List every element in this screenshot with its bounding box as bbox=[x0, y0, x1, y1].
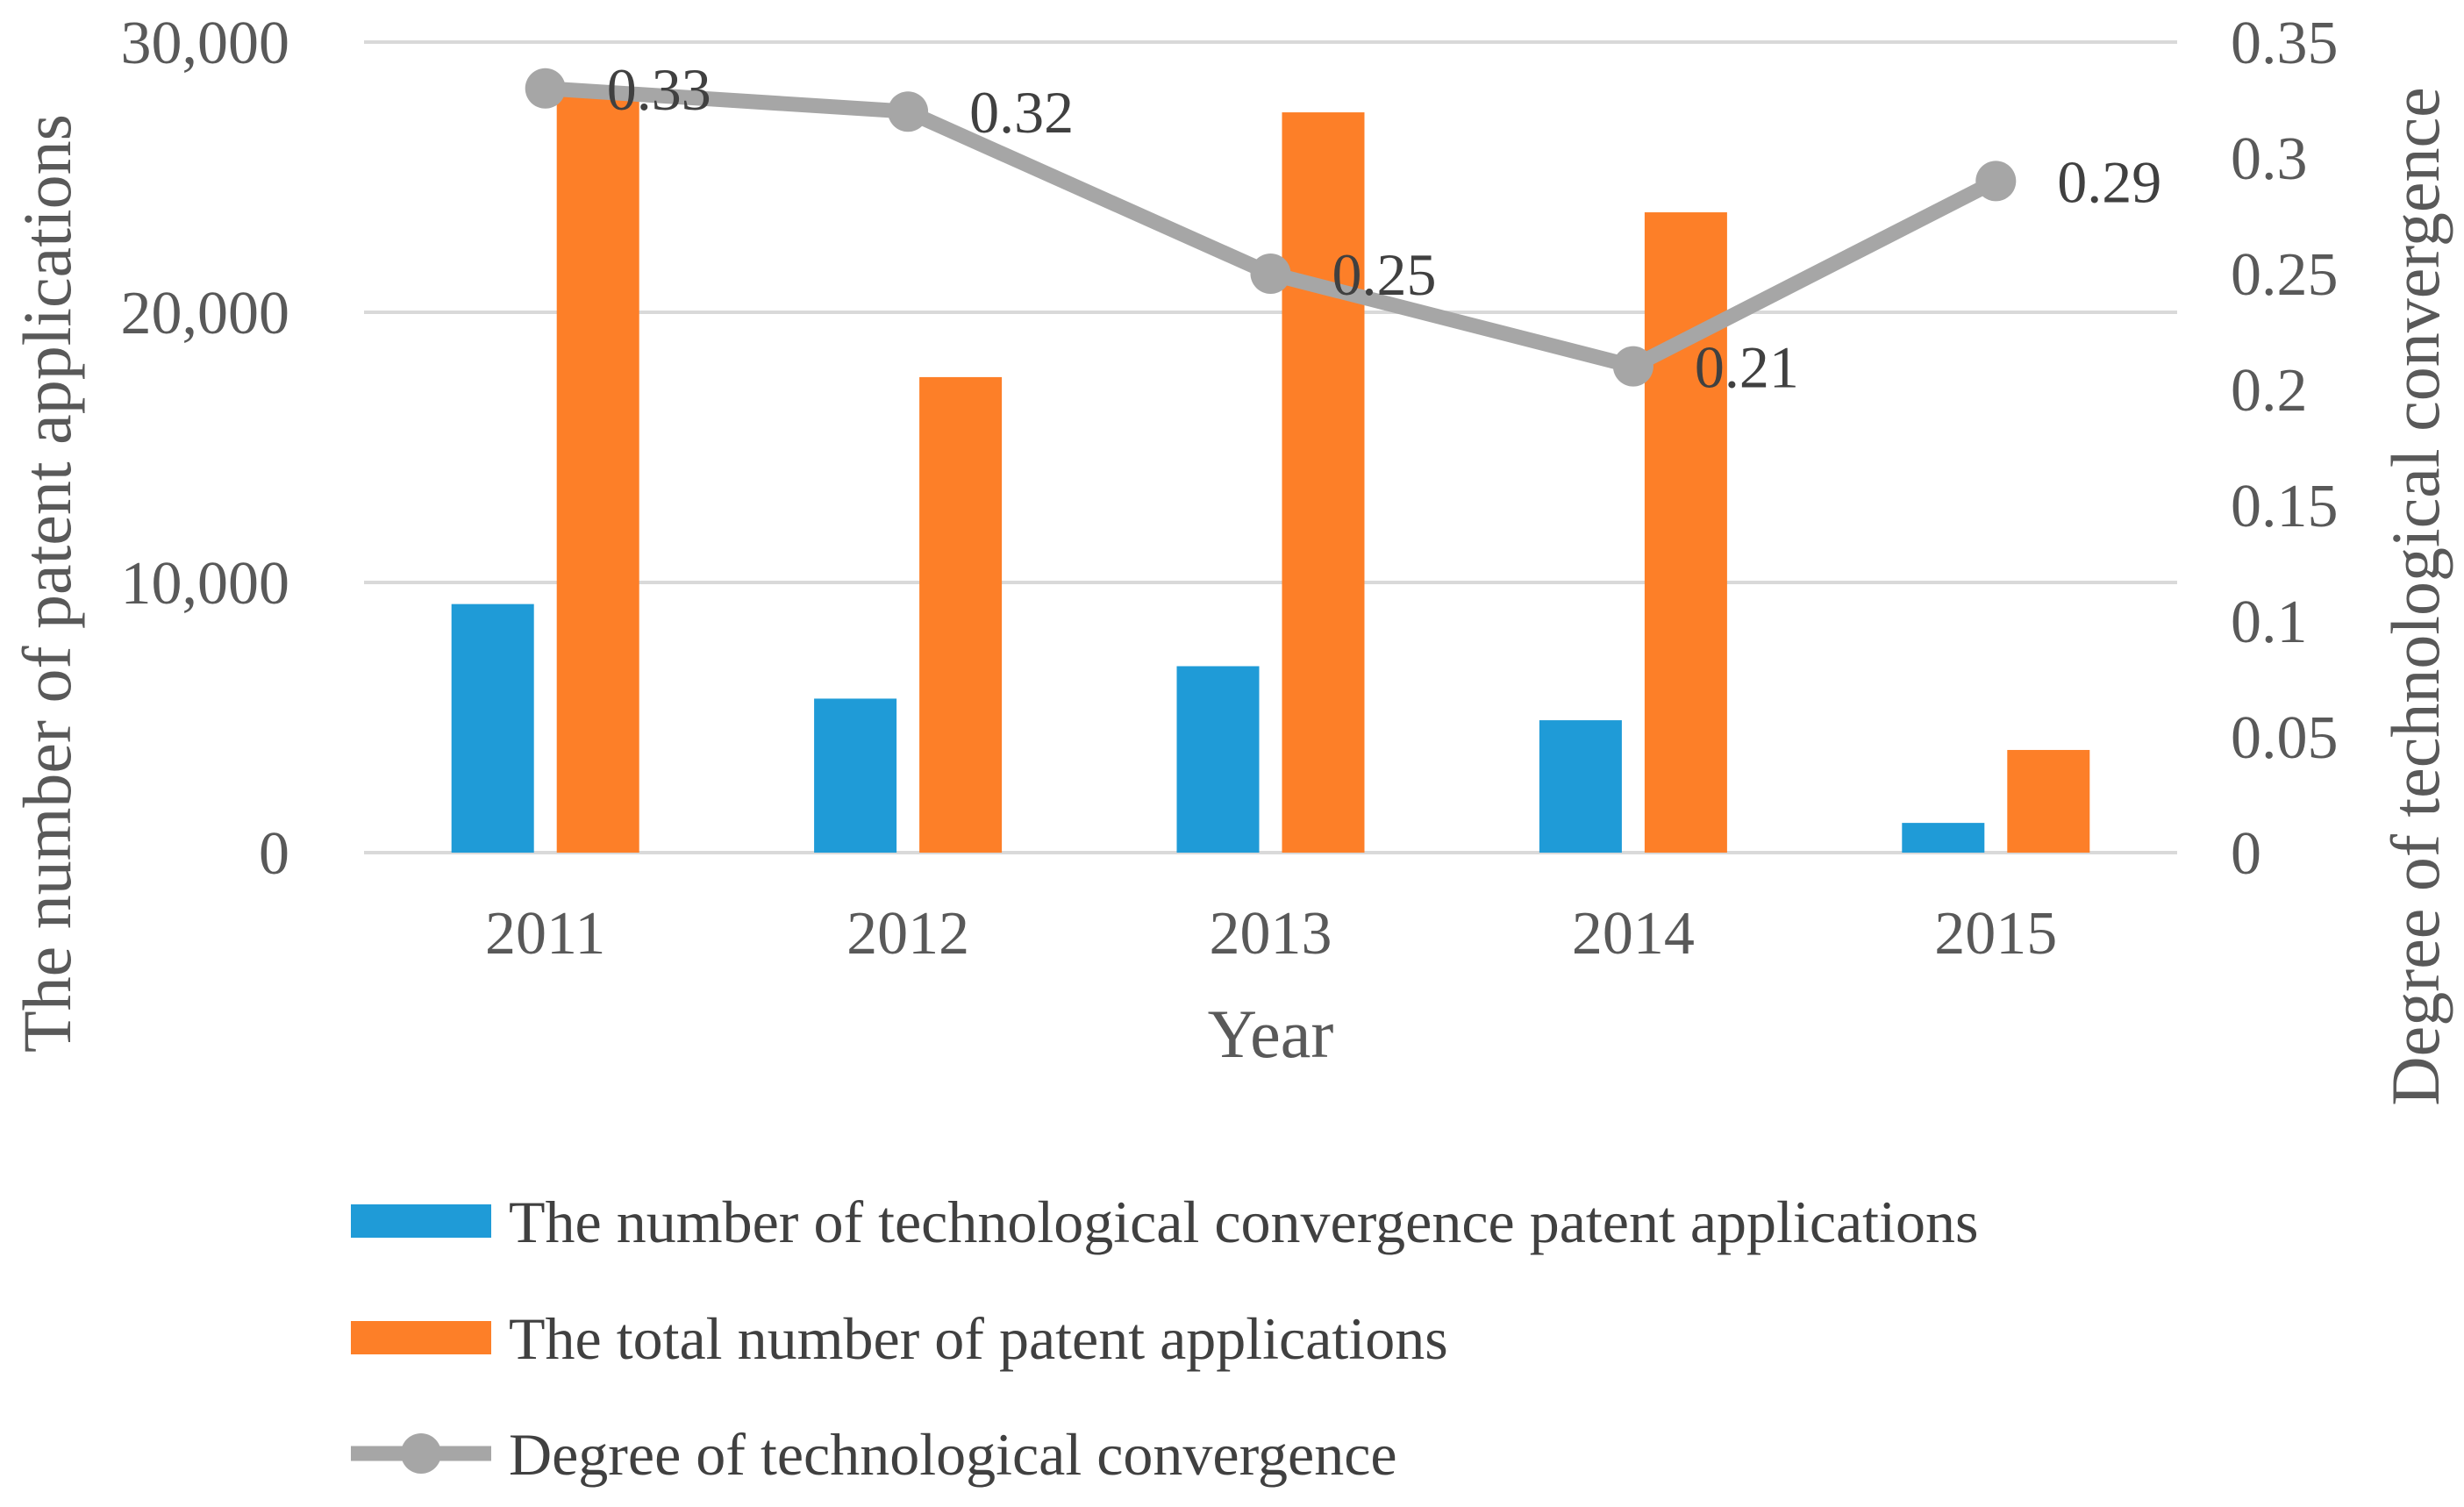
data-label: 0.21 bbox=[1695, 334, 1799, 401]
legend-label-1: The total number of patent applications bbox=[509, 1305, 1448, 1372]
legend-label-2: Degree of technological convergence bbox=[509, 1421, 1397, 1488]
bar-total-2013 bbox=[1282, 112, 1365, 853]
y2-tick-label: 0.15 bbox=[2231, 473, 2339, 540]
data-label: 0.25 bbox=[1332, 241, 1437, 308]
bar-convergence-2011 bbox=[451, 604, 534, 853]
gridlines bbox=[364, 40, 2177, 854]
y2-tick-label: 0.2 bbox=[2231, 357, 2308, 425]
legend: The number of technological convergence … bbox=[351, 1189, 1978, 1488]
x-axis-title: Year bbox=[1208, 996, 1334, 1072]
line-point-2013 bbox=[1250, 254, 1291, 294]
convergence-line bbox=[538, 81, 2003, 375]
x-tick-label: 2011 bbox=[485, 900, 605, 968]
data-label: 0.32 bbox=[969, 79, 1074, 146]
y2-tick-label: 0.05 bbox=[2231, 704, 2339, 772]
legend-swatch-1 bbox=[351, 1321, 491, 1354]
bar-convergence-2015 bbox=[1902, 823, 1985, 853]
data-label: 0.33 bbox=[607, 56, 711, 123]
bars bbox=[451, 96, 2090, 853]
y2-tick-label: 0.35 bbox=[2231, 10, 2339, 77]
data-label: 0.29 bbox=[2057, 148, 2161, 215]
bar-total-2014 bbox=[1644, 212, 1727, 853]
y2-tick-label: 0.25 bbox=[2231, 241, 2339, 309]
legend-label-0: The number of technological convergence … bbox=[509, 1189, 1978, 1255]
bar-convergence-2012 bbox=[814, 698, 897, 853]
line-point-2012 bbox=[888, 91, 929, 132]
line-point-2015 bbox=[1975, 161, 2017, 202]
y2-tick-label: 0 bbox=[2231, 820, 2261, 888]
axis-titles: Year The number of patent applications D… bbox=[9, 87, 2453, 1105]
bar-convergence-2013 bbox=[1176, 666, 1260, 853]
x-tick-label: 2013 bbox=[1210, 900, 1332, 968]
bar-convergence-2014 bbox=[1539, 720, 1622, 853]
y2-axis-title: Degree of technological convergence bbox=[2377, 87, 2453, 1105]
line-series: 0.33 0.32 0.25 0.21 0.29 bbox=[525, 56, 2161, 401]
legend-swatch-0 bbox=[351, 1204, 491, 1238]
legend-swatch-marker bbox=[401, 1433, 441, 1474]
y-axis-title: The number of patent applications bbox=[9, 114, 85, 1053]
tick-labels: 010,00020,00030,00000.050.10.150.20.250.… bbox=[121, 10, 2339, 968]
x-tick-label: 2014 bbox=[1572, 900, 1695, 968]
y-tick-label: 20,000 bbox=[121, 280, 290, 347]
x-tick-label: 2015 bbox=[1934, 900, 2057, 968]
y2-tick-label: 0.3 bbox=[2231, 125, 2308, 193]
y-tick-label: 30,000 bbox=[121, 10, 290, 77]
y2-tick-label: 0.1 bbox=[2231, 589, 2308, 656]
bar-total-2011 bbox=[556, 96, 639, 853]
bar-total-2015 bbox=[2007, 749, 2090, 853]
x-tick-label: 2012 bbox=[846, 900, 969, 968]
y-tick-label: 0 bbox=[259, 820, 289, 888]
y-tick-label: 10,000 bbox=[121, 550, 290, 618]
bar-total-2012 bbox=[919, 376, 1003, 853]
line-point-2014 bbox=[1612, 346, 1653, 387]
line-point-2011 bbox=[525, 68, 566, 109]
